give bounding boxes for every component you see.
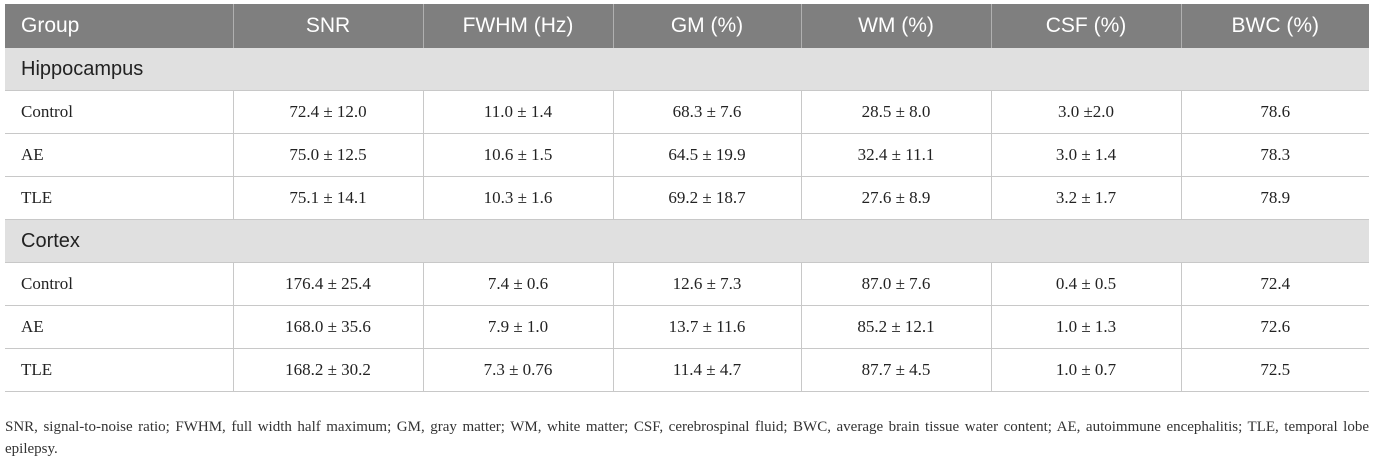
table-row: TLE 168.2 ± 30.2 7.3 ± 0.76 11.4 ± 4.7 8… bbox=[5, 348, 1369, 392]
cell-csf: 3.0 ±2.0 bbox=[991, 90, 1182, 134]
cell-group: AE bbox=[5, 305, 234, 349]
cell-csf: 1.0 ± 0.7 bbox=[991, 348, 1182, 392]
table-row: Control 72.4 ± 12.0 11.0 ± 1.4 68.3 ± 7.… bbox=[5, 90, 1369, 134]
cell-gm: 69.2 ± 18.7 bbox=[613, 176, 802, 220]
cell-bwc: 78.3 bbox=[1181, 133, 1369, 177]
column-header-csf: CSF (%) bbox=[991, 4, 1182, 48]
column-header-group: Group bbox=[5, 4, 234, 48]
cell-wm: 28.5 ± 8.0 bbox=[801, 90, 992, 134]
cell-csf: 1.0 ± 1.3 bbox=[991, 305, 1182, 349]
cell-group: AE bbox=[5, 133, 234, 177]
data-table: Group SNR FWHM (Hz) GM (%) WM (%) CSF (%… bbox=[5, 4, 1369, 392]
cell-snr: 168.2 ± 30.2 bbox=[233, 348, 424, 392]
cell-bwc: 72.5 bbox=[1181, 348, 1369, 392]
section-row-hippocampus: Hippocampus bbox=[5, 48, 1369, 91]
column-header-gm: GM (%) bbox=[613, 4, 802, 48]
cell-csf: 3.0 ± 1.4 bbox=[991, 133, 1182, 177]
cell-fwhm: 7.3 ± 0.76 bbox=[423, 348, 614, 392]
cell-group: Control bbox=[5, 262, 234, 306]
table-footnote: SNR, signal-to-noise ratio; FWHM, full w… bbox=[5, 419, 1369, 457]
cell-bwc: 78.9 bbox=[1181, 176, 1369, 220]
header-row: Group SNR FWHM (Hz) GM (%) WM (%) CSF (%… bbox=[5, 4, 1369, 48]
cell-gm: 13.7 ± 11.6 bbox=[613, 305, 802, 349]
cell-wm: 32.4 ± 11.1 bbox=[801, 133, 992, 177]
cell-fwhm: 7.9 ± 1.0 bbox=[423, 305, 614, 349]
cell-fwhm: 7.4 ± 0.6 bbox=[423, 262, 614, 306]
table-row: AE 168.0 ± 35.6 7.9 ± 1.0 13.7 ± 11.6 85… bbox=[5, 305, 1369, 349]
table-row: Control 176.4 ± 25.4 7.4 ± 0.6 12.6 ± 7.… bbox=[5, 262, 1369, 306]
column-header-bwc: BWC (%) bbox=[1181, 4, 1369, 48]
table-header: Group SNR FWHM (Hz) GM (%) WM (%) CSF (%… bbox=[5, 4, 1369, 48]
table-row: TLE 75.1 ± 14.1 10.3 ± 1.6 69.2 ± 18.7 2… bbox=[5, 176, 1369, 220]
cell-bwc: 78.6 bbox=[1181, 90, 1369, 134]
cell-snr: 176.4 ± 25.4 bbox=[233, 262, 424, 306]
cell-fwhm: 10.6 ± 1.5 bbox=[423, 133, 614, 177]
column-header-snr: SNR bbox=[233, 4, 424, 48]
section-title: Hippocampus bbox=[5, 48, 1369, 91]
section-row-cortex: Cortex bbox=[5, 219, 1369, 263]
table-row: AE 75.0 ± 12.5 10.6 ± 1.5 64.5 ± 19.9 32… bbox=[5, 133, 1369, 177]
column-header-fwhm: FWHM (Hz) bbox=[423, 4, 614, 48]
cell-csf: 0.4 ± 0.5 bbox=[991, 262, 1182, 306]
cell-wm: 27.6 ± 8.9 bbox=[801, 176, 992, 220]
cell-bwc: 72.4 bbox=[1181, 262, 1369, 306]
cell-gm: 64.5 ± 19.9 bbox=[613, 133, 802, 177]
cell-wm: 87.0 ± 7.6 bbox=[801, 262, 992, 306]
table-container: Group SNR FWHM (Hz) GM (%) WM (%) CSF (%… bbox=[5, 4, 1369, 392]
cell-snr: 75.0 ± 12.5 bbox=[233, 133, 424, 177]
table-body: Hippocampus Control 72.4 ± 12.0 11.0 ± 1… bbox=[5, 48, 1369, 392]
cell-snr: 75.1 ± 14.1 bbox=[233, 176, 424, 220]
cell-snr: 72.4 ± 12.0 bbox=[233, 90, 424, 134]
column-header-wm: WM (%) bbox=[801, 4, 992, 48]
cell-gm: 11.4 ± 4.7 bbox=[613, 348, 802, 392]
cell-wm: 85.2 ± 12.1 bbox=[801, 305, 992, 349]
cell-gm: 12.6 ± 7.3 bbox=[613, 262, 802, 306]
cell-group: Control bbox=[5, 90, 234, 134]
cell-group: TLE bbox=[5, 176, 234, 220]
section-title: Cortex bbox=[5, 219, 1369, 263]
cell-group: TLE bbox=[5, 348, 234, 392]
cell-snr: 168.0 ± 35.6 bbox=[233, 305, 424, 349]
cell-gm: 68.3 ± 7.6 bbox=[613, 90, 802, 134]
cell-fwhm: 11.0 ± 1.4 bbox=[423, 90, 614, 134]
cell-csf: 3.2 ± 1.7 bbox=[991, 176, 1182, 220]
cell-fwhm: 10.3 ± 1.6 bbox=[423, 176, 614, 220]
cell-bwc: 72.6 bbox=[1181, 305, 1369, 349]
cell-wm: 87.7 ± 4.5 bbox=[801, 348, 992, 392]
